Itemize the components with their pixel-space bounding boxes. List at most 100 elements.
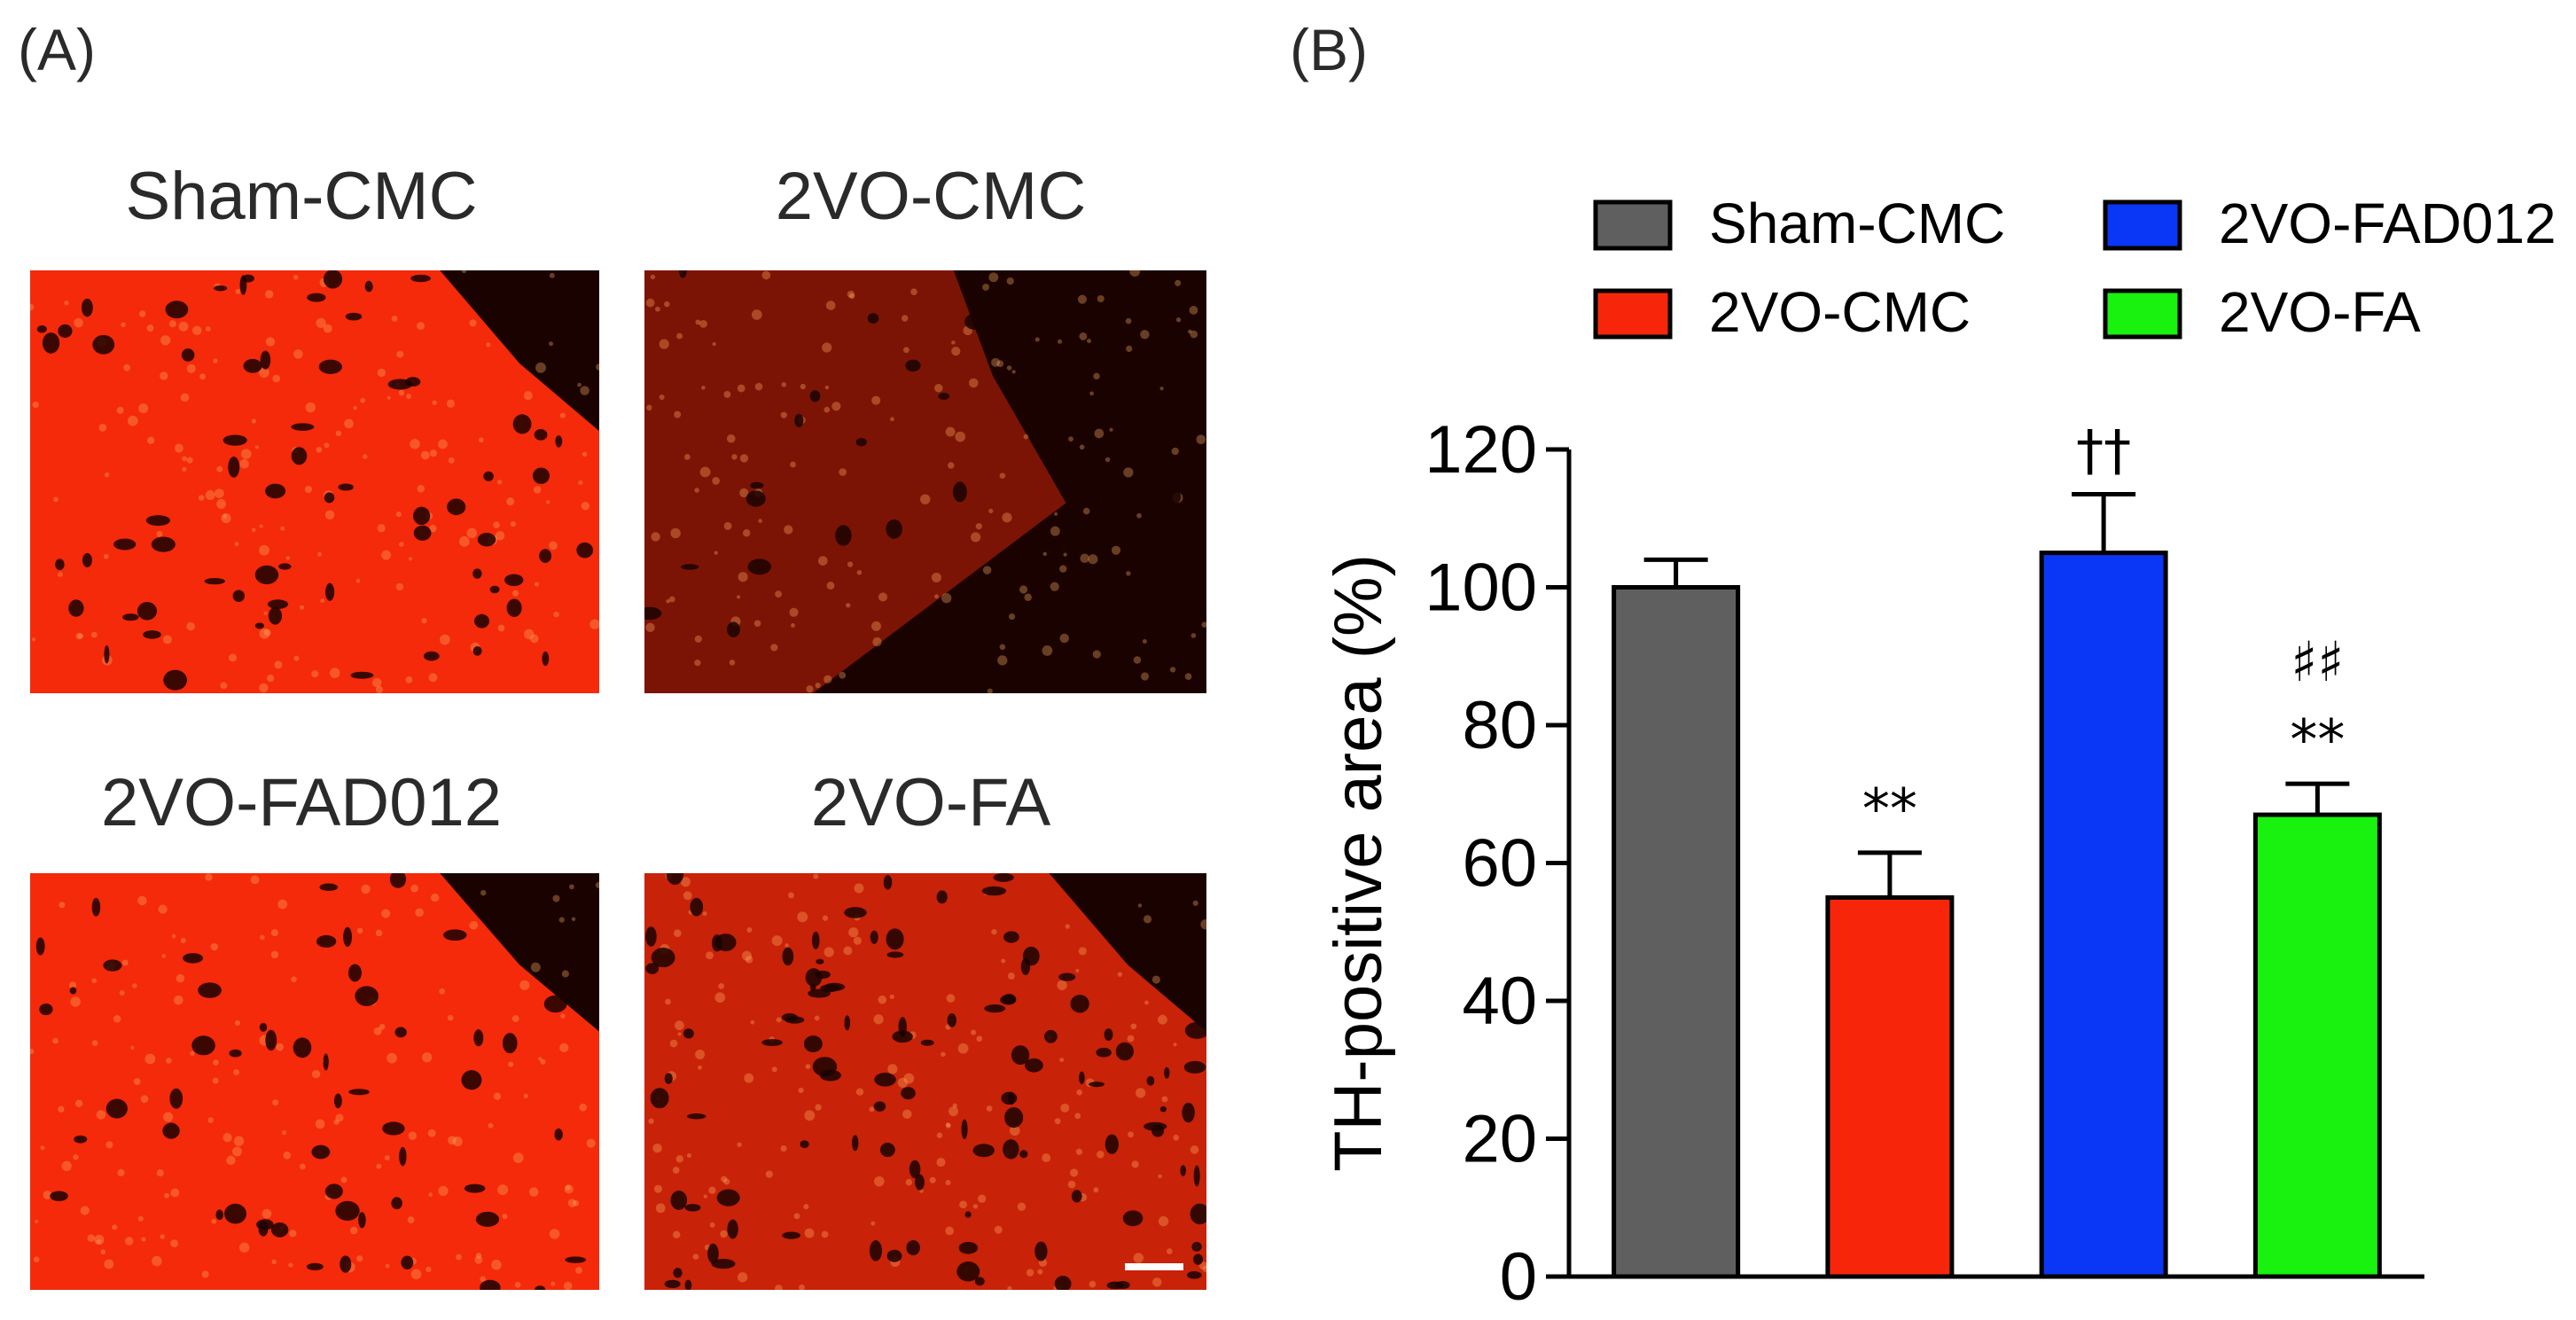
micrograph-hole	[480, 1279, 501, 1290]
micrograph-speckle	[1169, 667, 1176, 673]
micrograph-speckle	[280, 526, 285, 531]
micrograph-speckle	[123, 363, 131, 371]
micrograph-speckle	[991, 928, 997, 935]
micrograph-hole	[565, 1256, 587, 1263]
micrograph-speckle	[1196, 434, 1206, 445]
micrograph-speckle	[186, 457, 193, 464]
micrograph-speckle	[1189, 306, 1198, 315]
micrograph-speckle	[70, 996, 81, 1007]
legend-swatch-2vo-fa	[2103, 288, 2182, 340]
micrograph-speckle	[655, 306, 660, 312]
micrograph-speckle	[1088, 554, 1098, 565]
micrograph-speckle	[215, 488, 224, 498]
micrograph-speckle	[534, 582, 540, 587]
micrograph-speckle	[260, 934, 265, 941]
micrograph-speckle	[293, 655, 300, 661]
micrograph-speckle	[323, 324, 332, 333]
micrograph-speckle	[293, 274, 299, 280]
y-tick-label: 120	[1425, 412, 1537, 488]
micrograph-2vo-fad012	[30, 873, 599, 1290]
micrograph-speckle	[988, 508, 994, 513]
legend-label-2vo-fad012: 2VO-FAD012	[2219, 191, 2556, 255]
micrograph-speckle	[146, 436, 155, 444]
micrograph-speckle	[119, 989, 125, 996]
micrograph-speckle	[1007, 1285, 1012, 1290]
micrograph-speckle	[409, 557, 413, 561]
micrograph-hole	[204, 578, 225, 585]
micrograph-speckle	[186, 621, 195, 631]
micrograph-speckle	[452, 1136, 463, 1147]
micrograph-speckle	[324, 442, 330, 449]
micrograph-speckle	[428, 1192, 433, 1197]
micrograph-hole	[1169, 892, 1189, 901]
micrograph-speckle	[1133, 1253, 1144, 1263]
micrograph-hole	[886, 519, 902, 539]
micrograph-speckle	[1058, 339, 1063, 344]
micrograph-hole	[938, 393, 950, 400]
micrograph-hole	[151, 536, 176, 552]
micrograph-speckle	[234, 542, 239, 547]
micrograph-speckle	[824, 675, 832, 683]
y-tick-label: 100	[1425, 551, 1537, 626]
micrograph-hole	[1134, 278, 1157, 295]
micrograph-speckle	[723, 1178, 730, 1185]
bar-chart: 0 20 40 60 80 100 120 TH-positive area (%) ** †† *…	[1321, 191, 2556, 1303]
micrograph-hole	[35, 937, 45, 956]
micrograph-speckle	[361, 884, 371, 894]
micrograph-tissue	[30, 873, 599, 1290]
micrograph-speckle	[405, 676, 413, 683]
micrograph-speckle	[560, 1013, 566, 1019]
micrograph-hole	[472, 568, 482, 579]
micrograph-title-2vo-cmc: 2VO-CMC	[775, 159, 1087, 234]
micrograph-speckle	[1143, 915, 1152, 924]
micrograph-hole	[964, 1211, 972, 1218]
micrograph-speckle	[130, 1045, 135, 1050]
micrograph-speckle	[386, 395, 391, 400]
micrograph-hole	[1104, 1028, 1113, 1041]
micrograph-hole	[1102, 592, 1112, 604]
micrograph-speckle	[160, 1234, 165, 1239]
micrograph-hole	[318, 359, 342, 374]
micrograph-speckle	[1173, 1134, 1180, 1141]
micrograph-speckle	[395, 582, 404, 591]
micrograph-speckle	[699, 466, 711, 478]
micrograph-speckle	[668, 596, 675, 603]
micrograph-speckle	[1171, 447, 1179, 456]
micrograph-speckle	[1002, 512, 1012, 523]
micrograph-hole	[1163, 525, 1189, 535]
y-tick-label: 60	[1462, 826, 1537, 902]
micrograph-speckle	[873, 1014, 884, 1025]
micrograph-speckle	[207, 1117, 215, 1123]
micrograph-hole	[394, 1027, 407, 1038]
micrograph-speckle	[425, 1266, 432, 1273]
micrograph-speckle	[508, 1061, 514, 1067]
micrograph-speckle	[74, 317, 83, 328]
micrograph-hole	[82, 552, 92, 568]
micrograph-speckle	[948, 1106, 958, 1117]
micrograph-speckle	[250, 875, 260, 885]
micrograph-speckle	[775, 590, 783, 598]
micrograph-hole	[535, 1285, 546, 1290]
micrograph-speckle	[784, 525, 793, 535]
micrograph-speckle	[871, 395, 881, 405]
micrograph-speckle	[905, 1178, 913, 1186]
micrograph-speckle	[265, 337, 276, 347]
micrograph-speckle	[988, 272, 999, 283]
micrograph-speckle	[533, 486, 542, 494]
micrograph-speckle	[186, 363, 196, 373]
micrograph-speckle	[381, 909, 391, 918]
micrograph-sham-cmc	[30, 270, 599, 693]
micrograph-speckle	[180, 393, 190, 402]
micrograph-speckle	[43, 1190, 52, 1199]
micrograph-speckle	[168, 320, 176, 328]
micrograph-speckle	[714, 992, 726, 1004]
micrograph-speckle	[761, 270, 771, 280]
micrograph-speckle	[800, 383, 806, 390]
micrograph-hole	[761, 1039, 783, 1046]
micrograph-hole	[1164, 1066, 1170, 1079]
micrograph-speckle	[386, 1052, 397, 1064]
micrograph-speckle	[469, 920, 479, 930]
micrograph-speckle	[232, 1146, 242, 1157]
micrograph-speckle	[152, 1255, 162, 1267]
micrograph-speckle	[427, 1129, 436, 1137]
